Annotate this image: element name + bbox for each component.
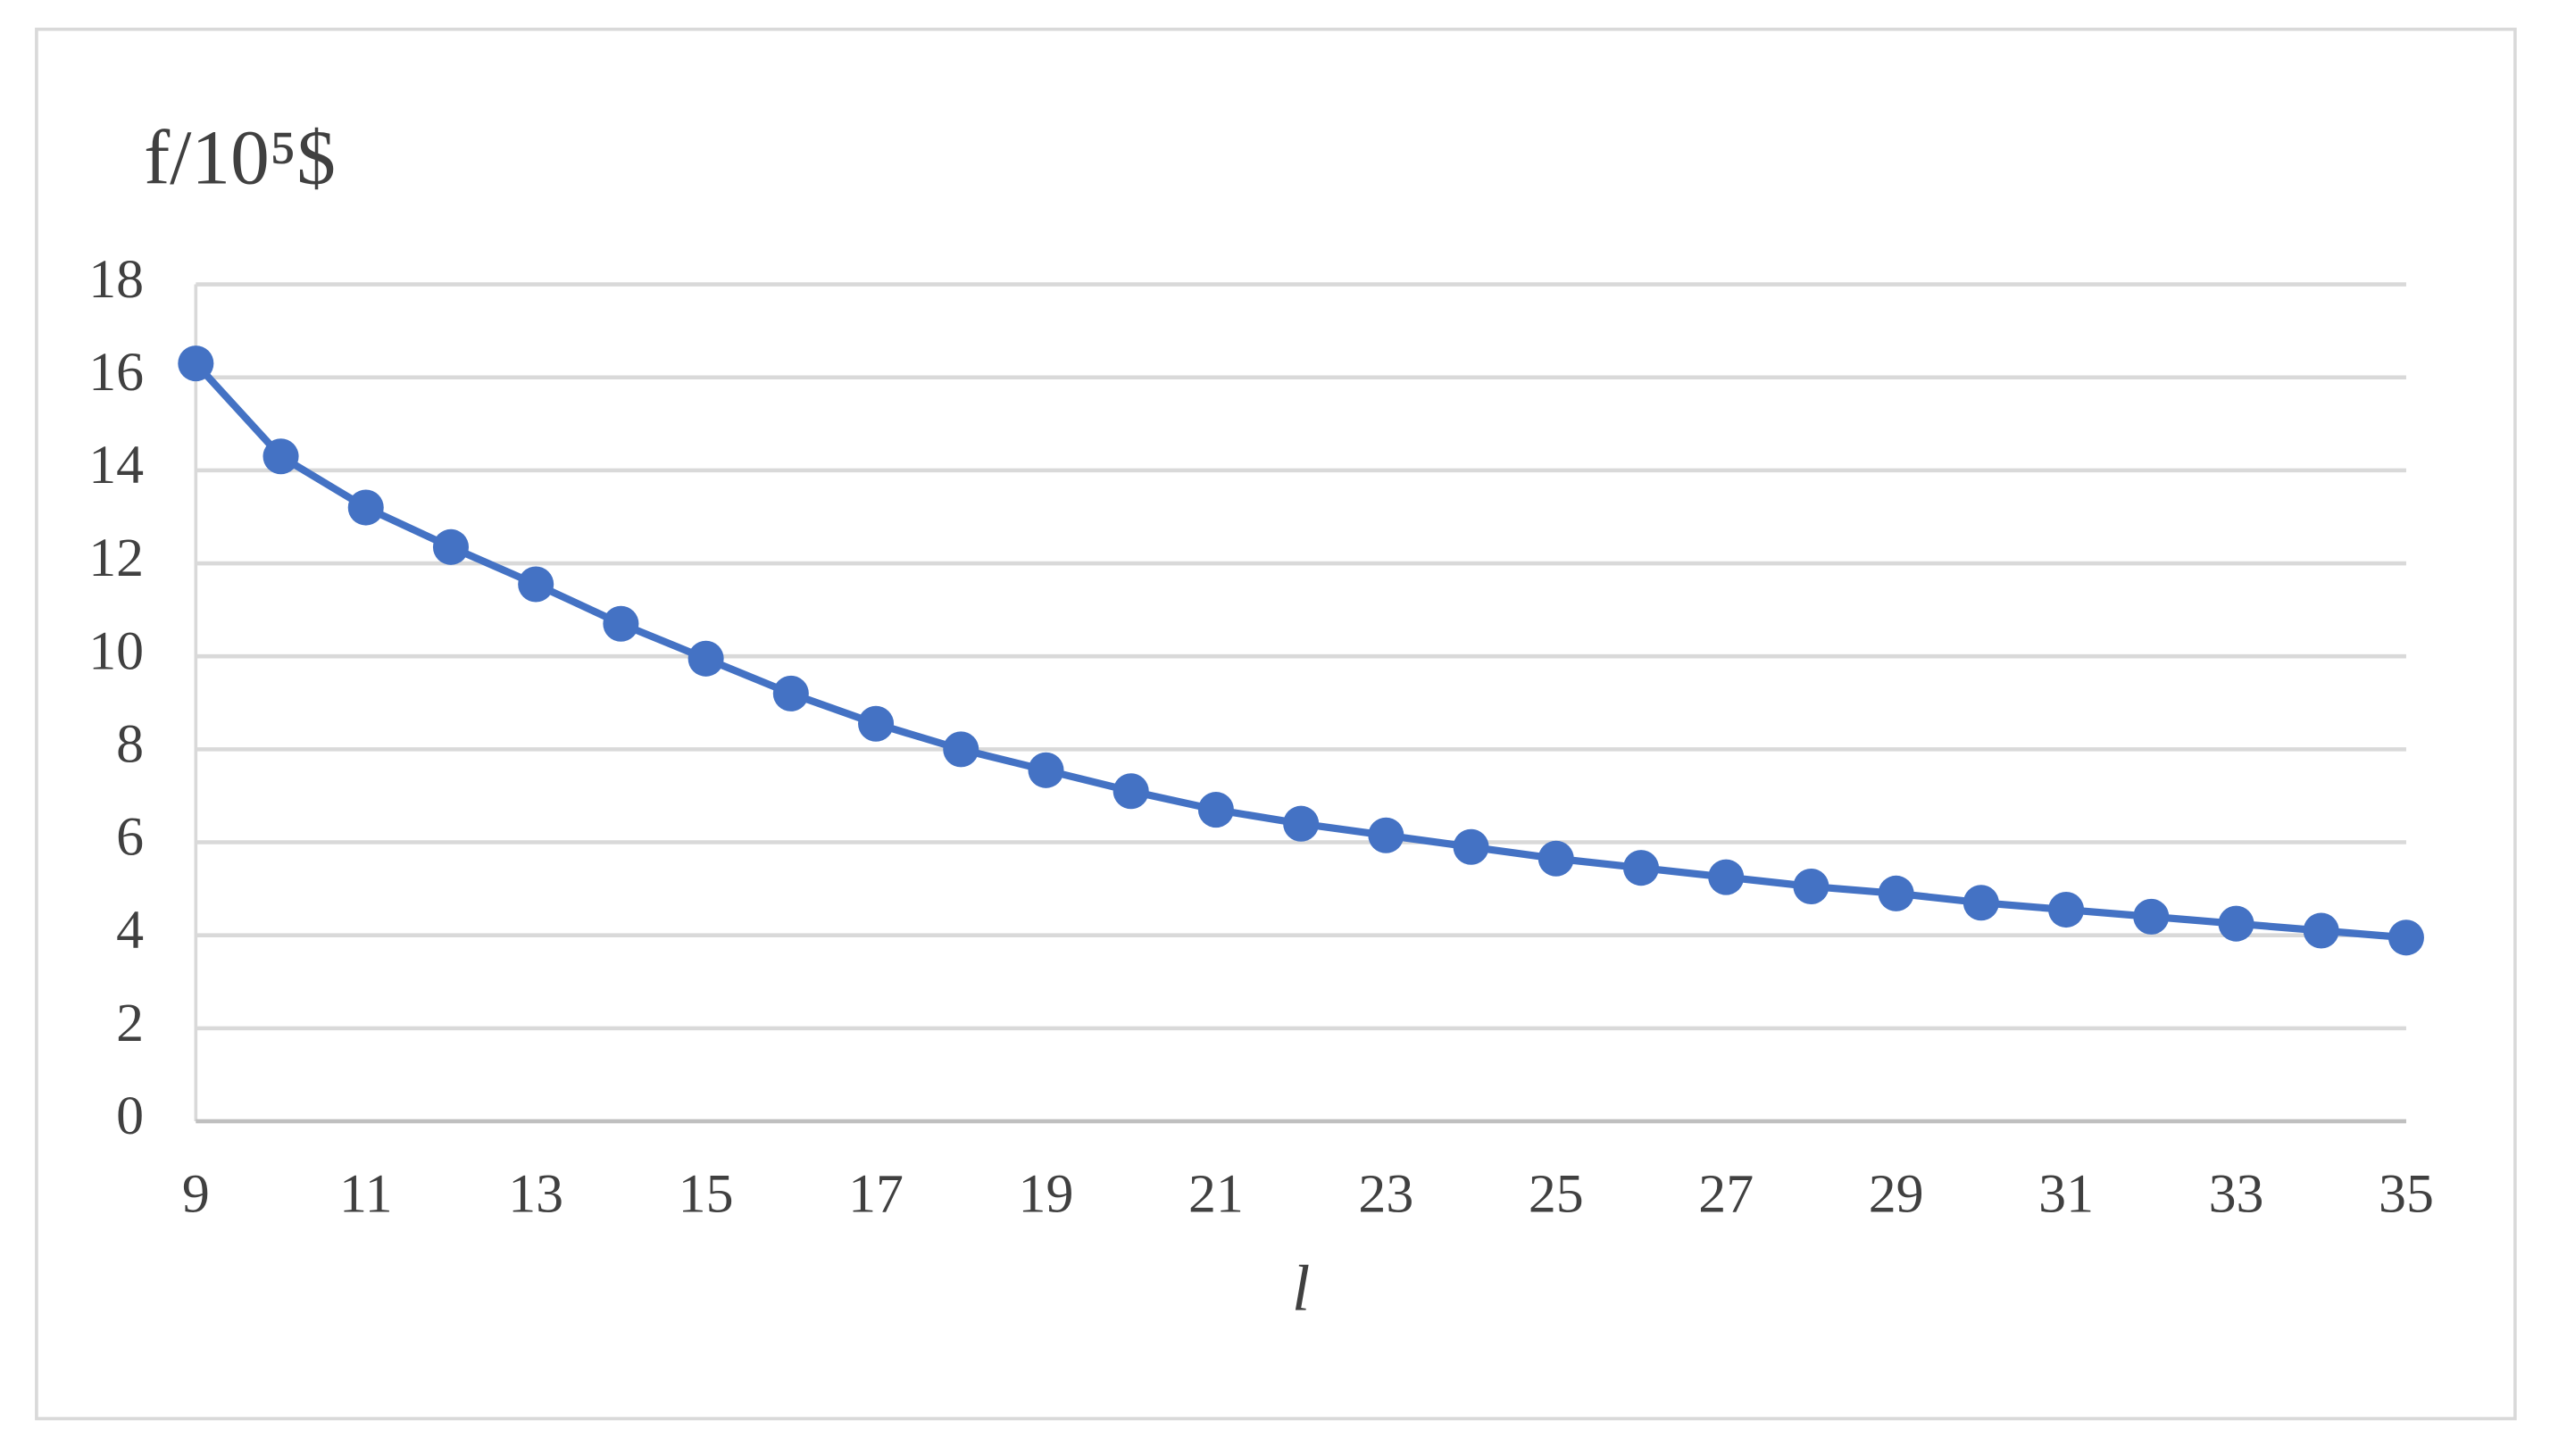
x-tick-label: 31 xyxy=(2038,1164,2094,1225)
data-point xyxy=(2303,912,2339,949)
x-tick-label: 29 xyxy=(1869,1164,1924,1225)
x-tick-label: 25 xyxy=(1529,1164,1584,1225)
y-tick-label: 8 xyxy=(116,714,144,775)
data-point xyxy=(1283,805,1320,842)
x-tick-label: 19 xyxy=(1019,1164,1074,1225)
x-tick-label: 33 xyxy=(2209,1164,2264,1225)
y-tick-label: 0 xyxy=(116,1086,144,1146)
y-tick-label: 6 xyxy=(116,807,144,868)
data-point xyxy=(858,705,895,742)
x-axis-title: l xyxy=(1292,1252,1310,1324)
data-point xyxy=(2048,892,2085,928)
x-tick-label: 27 xyxy=(1698,1164,1754,1225)
x-tick-label: 15 xyxy=(679,1164,734,1225)
x-tick-label: 11 xyxy=(339,1164,393,1225)
data-point xyxy=(2218,905,2254,942)
data-point xyxy=(603,605,639,642)
y-tick-label: 12 xyxy=(88,528,144,588)
y-tick-label: 18 xyxy=(88,249,144,310)
y-tick-label: 10 xyxy=(88,620,144,681)
data-point xyxy=(1962,885,1999,921)
data-point xyxy=(2133,898,2170,935)
data-point xyxy=(178,345,214,382)
x-tick-label: 35 xyxy=(2379,1164,2434,1225)
data-point xyxy=(347,489,384,526)
x-tick-label: 17 xyxy=(848,1164,904,1225)
data-point xyxy=(1453,828,1489,865)
data-point xyxy=(1028,752,1064,788)
data-point xyxy=(432,528,469,565)
data-point xyxy=(1112,773,1149,810)
data-point xyxy=(1708,859,1745,895)
chart-border xyxy=(35,27,2517,1420)
data-point xyxy=(262,438,299,475)
x-tick-label: 9 xyxy=(182,1164,210,1225)
data-point xyxy=(1538,840,1574,877)
y-tick-label: 2 xyxy=(116,993,144,1053)
x-tick-label: 23 xyxy=(1358,1164,1413,1225)
data-point xyxy=(943,731,979,768)
data-point xyxy=(1622,850,1660,886)
x-tick-label: 13 xyxy=(508,1164,563,1225)
y-axis-title: f/10⁵$ xyxy=(144,114,336,201)
y-tick-label: 16 xyxy=(88,342,144,403)
data-point xyxy=(2388,919,2424,956)
data-point xyxy=(1878,875,1914,911)
y-tick-label: 14 xyxy=(88,435,144,495)
data-point xyxy=(1793,868,1829,905)
data-point xyxy=(1368,817,1404,853)
data-point xyxy=(518,566,554,603)
data-point xyxy=(688,640,724,677)
x-tick-label: 21 xyxy=(1188,1164,1244,1225)
data-point xyxy=(772,675,809,711)
y-tick-label: 4 xyxy=(116,900,144,961)
data-point xyxy=(1197,792,1234,828)
